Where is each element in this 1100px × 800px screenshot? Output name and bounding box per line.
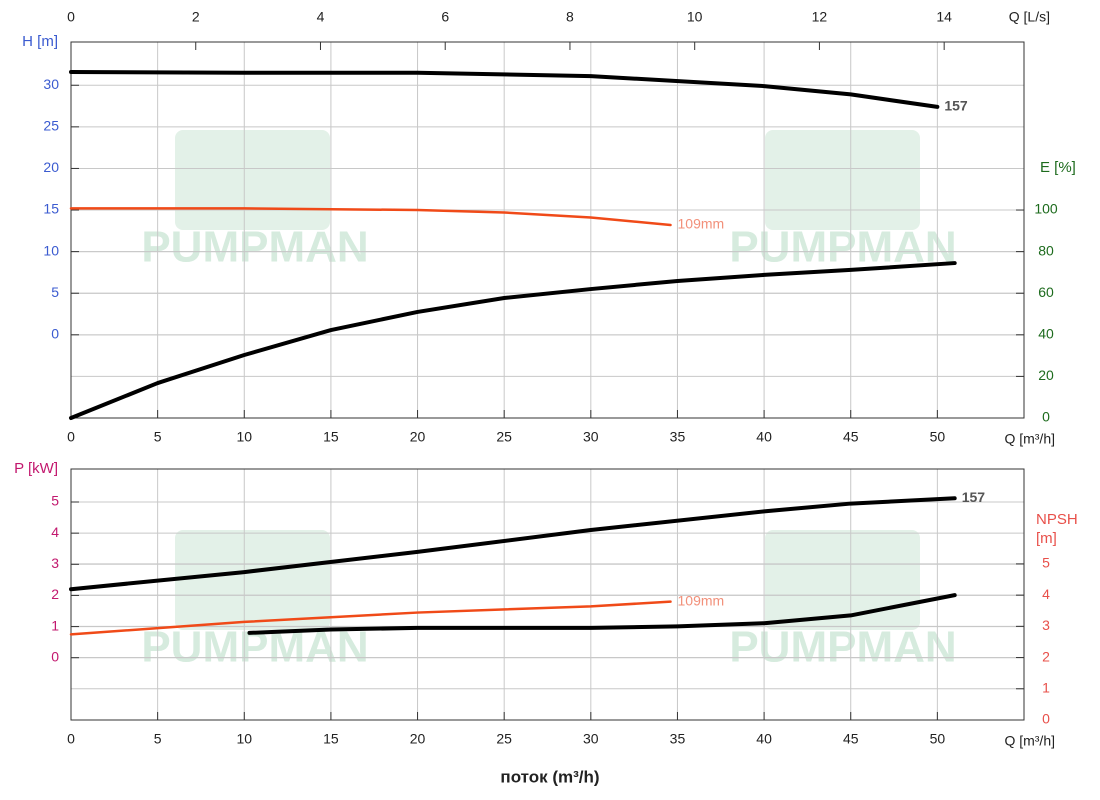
x-tick-label: 25: [496, 731, 512, 747]
watermark-logo: [175, 530, 330, 630]
y-tick-label: 1: [51, 617, 59, 633]
y-axis-label: H [m]: [22, 33, 58, 50]
x-tick-label: 35: [670, 731, 686, 747]
x-tick-label: 35: [670, 429, 686, 445]
x-tick-label: 45: [843, 731, 859, 747]
y2-tick-label: 1: [1042, 679, 1050, 695]
y-tick-label: 0: [51, 648, 59, 664]
y-tick-label: 4: [51, 524, 59, 540]
watermarks: PUMPMAN PUMPMAN PUMPMAN PUMPMAN: [141, 130, 957, 672]
curve: [69, 261, 957, 420]
x-tick-label: 40: [756, 429, 772, 445]
x-axis-title: поток (m³/h): [500, 767, 599, 786]
x2-tick-label: 6: [441, 9, 449, 25]
y2-axis-label: E [%]: [1040, 159, 1076, 176]
y2-tick-label: 0: [1042, 409, 1050, 425]
x-tick-label: 25: [496, 429, 512, 445]
curve: [69, 600, 672, 636]
y-tick-label: 25: [43, 118, 59, 134]
x-tick-label: 15: [323, 731, 339, 747]
plot-frame: [70, 468, 1025, 721]
x-tick-label: 5: [154, 429, 162, 445]
x-tick-label: 40: [756, 731, 772, 747]
y2-tick-label: 4: [1042, 586, 1050, 602]
y2-tick-label: 60: [1038, 284, 1054, 300]
curve: [69, 496, 957, 592]
x-axis-label: Q [m³/h]: [1004, 733, 1055, 749]
y2-tick-label: 5: [1042, 555, 1050, 571]
x2-tick-label: 14: [936, 9, 952, 25]
curve-label: 157: [962, 489, 986, 505]
y-tick-label: 30: [43, 76, 59, 92]
x-tick-label: 50: [930, 429, 946, 445]
x2-tick-label: 12: [812, 9, 828, 25]
x-tick-label: 5: [154, 731, 162, 747]
y-tick-label: 20: [43, 159, 59, 175]
curve-label: 109mm: [678, 216, 725, 232]
watermark: PUMPMAN: [729, 623, 956, 672]
y-tick-label: 0: [51, 326, 59, 342]
x-tick-label: 45: [843, 429, 859, 445]
watermark-logo: [175, 130, 330, 230]
y2-tick-label: 80: [1038, 242, 1054, 258]
x-tick-label: 0: [67, 429, 75, 445]
x-tick-label: 15: [323, 429, 339, 445]
y-tick-label: 10: [43, 242, 59, 258]
plot-frame: [70, 41, 1025, 419]
x-tick-label: 30: [583, 429, 599, 445]
x2-tick-label: 4: [317, 9, 325, 25]
y-tick-label: 3: [51, 555, 59, 571]
curve-label: 109mm: [678, 592, 725, 608]
x-axis-label: Q [m³/h]: [1004, 431, 1055, 447]
x-tick-label: 20: [410, 429, 426, 445]
x-tick-label: 0: [67, 731, 75, 747]
y-tick-label: 5: [51, 493, 59, 509]
y2-tick-label: 100: [1034, 201, 1058, 217]
x2-axis-label: Q [L/s]: [1009, 9, 1050, 25]
watermark: PUMPMAN: [141, 223, 368, 272]
x2-tick-label: 0: [67, 9, 75, 25]
curve-label: 157: [944, 98, 968, 114]
x2-tick-label: 10: [687, 9, 703, 25]
x-tick-label: 50: [930, 731, 946, 747]
y-tick-label: 15: [43, 201, 59, 217]
watermark-logo: [765, 130, 920, 230]
x2-tick-label: 2: [192, 9, 200, 25]
x-tick-label: 20: [410, 731, 426, 747]
curve: [247, 593, 957, 635]
x2-tick-label: 8: [566, 9, 574, 25]
curve: [69, 69, 940, 109]
x-tick-label: 10: [236, 429, 252, 445]
y-tick-label: 2: [51, 586, 59, 602]
watermark-logo: [765, 530, 920, 630]
y2-tick-label: 40: [1038, 326, 1054, 342]
y2-axis-label: NPSH [m]: [1036, 511, 1078, 547]
y-axis-label: P [kW]: [14, 460, 58, 477]
y2-tick-label: 3: [1042, 617, 1050, 633]
y2-tick-label: 2: [1042, 648, 1050, 664]
x-tick-label: 10: [236, 731, 252, 747]
curve: [69, 207, 672, 227]
y-tick-label: 5: [51, 284, 59, 300]
x-tick-label: 30: [583, 731, 599, 747]
y2-tick-label: 20: [1038, 367, 1054, 383]
y2-tick-label: 0: [1042, 711, 1050, 727]
